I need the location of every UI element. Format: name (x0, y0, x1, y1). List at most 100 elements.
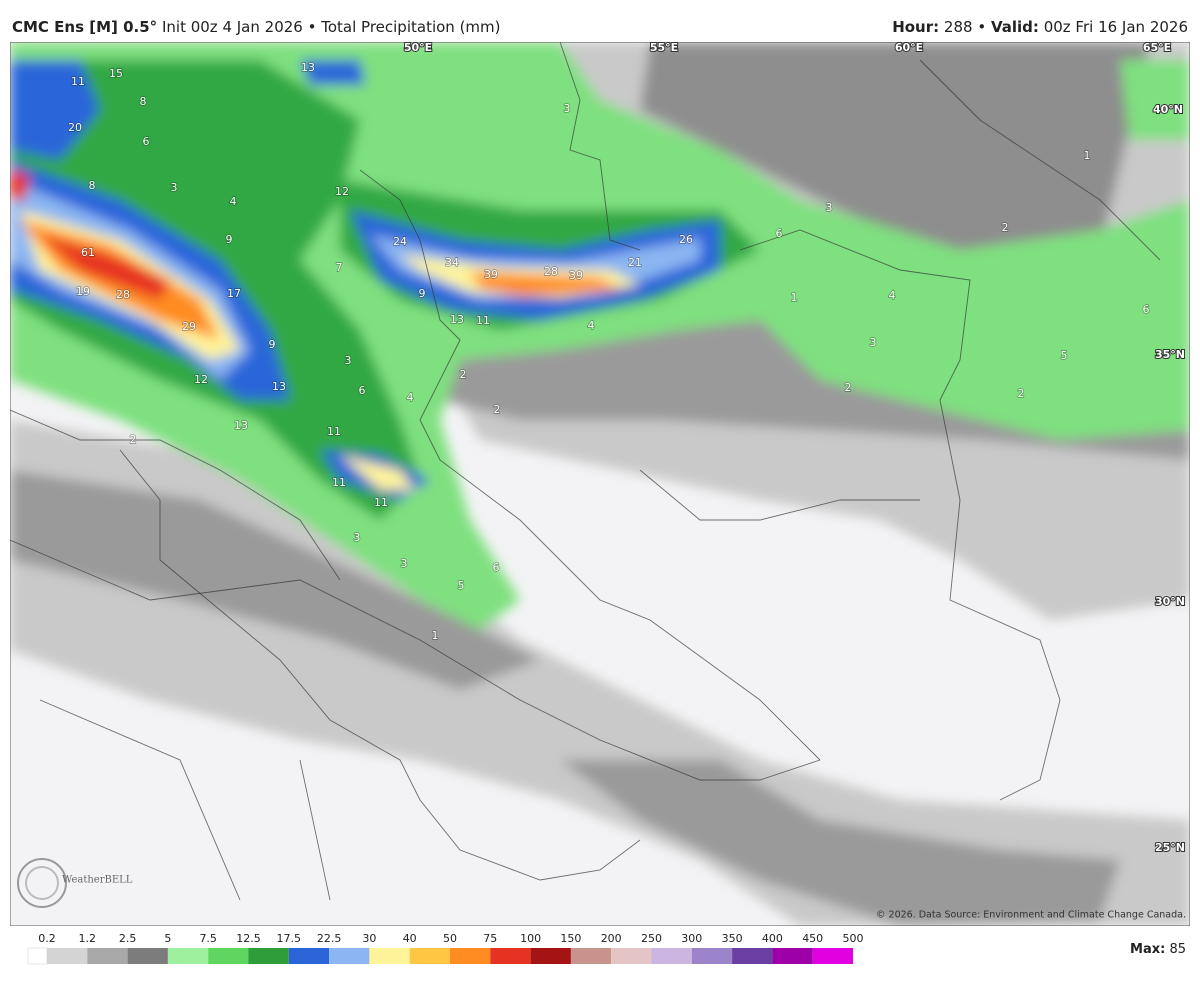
colorbar-swatch (87, 948, 128, 964)
precip-value: 7 (336, 261, 343, 274)
latitude-label: 40°N (1153, 103, 1183, 116)
precip-value: 3 (826, 201, 833, 214)
colorbar-level: 22.5 (317, 932, 342, 945)
colorbar-level: 300 (681, 932, 702, 945)
precip-value: 4 (407, 391, 414, 404)
colorbar-swatch (167, 948, 209, 964)
precip-value: 9 (269, 338, 276, 351)
precip-value: 6 (493, 561, 500, 574)
precip-value: 13 (234, 419, 248, 432)
colorbar-level: 400 (762, 932, 783, 945)
colorbar-level: 0.2 (38, 932, 56, 945)
colorbar-level: 40 (403, 932, 417, 945)
precip-value: 6 (776, 227, 783, 240)
colorbar-swatch (288, 948, 330, 964)
precip-value: 4 (588, 319, 595, 332)
colorbar-swatch (812, 948, 853, 964)
precip-value: 9 (419, 287, 426, 300)
precip-value: 2 (460, 368, 467, 381)
header-left: CMC Ens [M] 0.5° Init 00z 4 Jan 2026 • T… (12, 18, 501, 36)
colorbar-level: 250 (641, 932, 662, 945)
colorbar-swatch (127, 948, 168, 964)
colorbar-level: 75 (483, 932, 497, 945)
colorbar-level: 200 (601, 932, 622, 945)
precip-value: 1 (791, 291, 798, 304)
max-value: 85 (1169, 942, 1186, 957)
precip-value: 9 (226, 233, 233, 246)
precip-value: 3 (401, 557, 408, 570)
valid-time: 00z Fri 16 Jan 2026 (1044, 18, 1188, 36)
precip-value: 3 (354, 531, 361, 544)
precip-value: 3 (171, 181, 178, 194)
precip-value: 8 (89, 179, 96, 192)
colorbar-swatch (208, 948, 249, 964)
precip-value: 2 (494, 403, 501, 416)
colorbar-swatch (47, 948, 88, 964)
precip-value: 39 (484, 268, 498, 281)
product: Total Precipitation (mm) (320, 18, 500, 36)
colorbar-level: 450 (802, 932, 823, 945)
precip-value: 28 (544, 265, 558, 278)
latitude-label: 25°N (1155, 841, 1185, 854)
latitude-label: 30°N (1155, 595, 1185, 608)
precip-value: 2 (1018, 387, 1025, 400)
colorbar-swatch (450, 948, 491, 964)
precip-value: 26 (679, 233, 693, 246)
precip-value: 2 (1002, 221, 1009, 234)
max-label: Max: (1130, 942, 1165, 957)
precip-value: 4 (230, 195, 237, 208)
precip-value: 4 (889, 289, 896, 302)
precip-value: 13 (301, 61, 315, 74)
precip-value: 1 (1084, 149, 1091, 162)
precip-value: 24 (393, 235, 407, 248)
precip-value: 6 (359, 384, 366, 397)
colorbar-swatch (691, 948, 733, 964)
logo-text: WeatherBELL (62, 875, 133, 886)
longitude-label: 55°E (650, 41, 678, 54)
colorbar-level: 100 (520, 932, 541, 945)
precip-value: 13 (272, 380, 286, 393)
colorbar-level: 350 (722, 932, 743, 945)
precip-field (10, 42, 1190, 926)
colorbar-start (27, 947, 48, 965)
colorbar-level: 7.5 (199, 932, 217, 945)
max: Max: 85 (1130, 942, 1186, 957)
colorbar-level: 5 (164, 932, 171, 945)
precip-value: 12 (335, 185, 349, 198)
precip-value: 5 (458, 579, 465, 592)
init-time: Init 00z 4 Jan 2026 (162, 18, 303, 36)
longitude-label: 60°E (895, 41, 923, 54)
precip-value: 11 (374, 496, 388, 509)
precip-value: 28 (116, 288, 130, 301)
precip-value: 20 (68, 121, 82, 134)
precip-value: 2 (845, 381, 852, 394)
colorbar-swatch (772, 948, 813, 964)
longitude-label: 50°E (404, 41, 432, 54)
colorbar-swatch (530, 948, 571, 964)
logo: WeatherBELL (17, 858, 133, 908)
precip-value: 3 (345, 354, 352, 367)
colorbar-level: 2.5 (119, 932, 137, 945)
precip-value: 11 (71, 75, 85, 88)
precip-value: 8 (140, 95, 147, 108)
precip-value: 11 (476, 314, 490, 327)
map (10, 42, 1190, 926)
colorbar-swatch (732, 948, 773, 964)
valid-label: Valid: (991, 18, 1039, 36)
precip-value: 11 (327, 425, 341, 438)
latitude-label: 35°N (1155, 348, 1185, 361)
separator: • (977, 18, 986, 36)
precip-value: 5 (1061, 349, 1068, 362)
colorbar-level: 30 (362, 932, 376, 945)
colorbar-swatch (409, 948, 450, 964)
colorbar-level: 17.5 (277, 932, 302, 945)
precip-value: 15 (109, 67, 123, 80)
credit: © 2026. Data Source: Environment and Cli… (876, 910, 1186, 921)
colorbar-swatch (248, 948, 289, 964)
colorbar-level: 12.5 (236, 932, 261, 945)
precip-value: 39 (569, 269, 583, 282)
colorbar-level: 150 (560, 932, 581, 945)
hour-label: Hour: (892, 18, 939, 36)
precip-value: 11 (332, 476, 346, 489)
